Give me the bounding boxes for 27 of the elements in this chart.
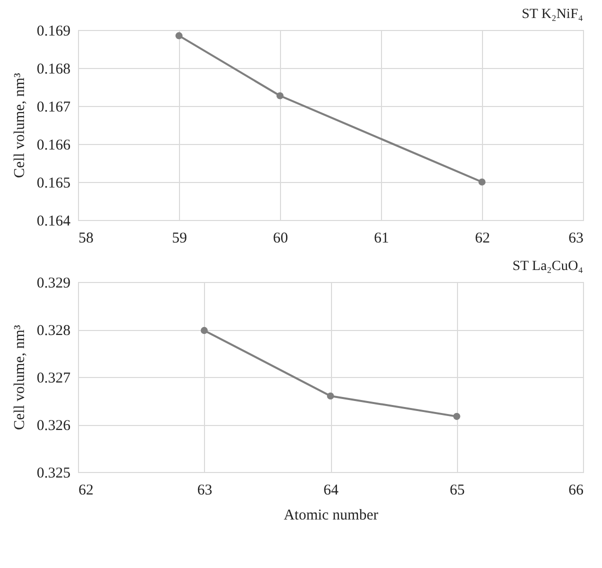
x-tick-label: 59: [172, 230, 187, 246]
y-tick-label: 0.328: [36, 323, 70, 339]
y-tick-label: 0.166: [36, 138, 71, 154]
y-tick-label: 0.327: [36, 370, 71, 386]
y-axis-title: Cell volume, nm³: [12, 324, 28, 430]
x-axis-title: Atomic number: [284, 508, 378, 524]
x-tick-label: 63: [568, 230, 584, 246]
x-tick-label: 62: [78, 482, 94, 498]
x-tick-label: 66: [568, 482, 584, 498]
y-tick-label: 0.167: [36, 100, 71, 116]
y-tick-label: 0.165: [36, 176, 70, 192]
x-tick-label: 58: [78, 230, 94, 246]
y-tick-label: 0.329: [36, 276, 70, 292]
x-tick-label: 63: [197, 482, 212, 498]
x-tick-label: 62: [475, 230, 490, 246]
y-tick-label: 0.169: [36, 24, 70, 40]
chart-title: ST K₂NiF₄: [522, 7, 584, 22]
x-tick-label: 60: [273, 230, 288, 246]
y-tick-label: 0.326: [36, 418, 71, 434]
y-tick-label: 0.168: [36, 62, 70, 78]
x-tick-label: 61: [374, 230, 389, 246]
y-axis-title: Cell volume, nm³: [12, 72, 28, 178]
y-tick-label: 0.325: [36, 466, 70, 482]
x-tick-label: 65: [450, 482, 465, 498]
y-tick-label: 0.164: [36, 214, 71, 230]
x-tick-label: 64: [324, 482, 339, 498]
chart-title: ST La₂CuO₄: [512, 259, 584, 274]
